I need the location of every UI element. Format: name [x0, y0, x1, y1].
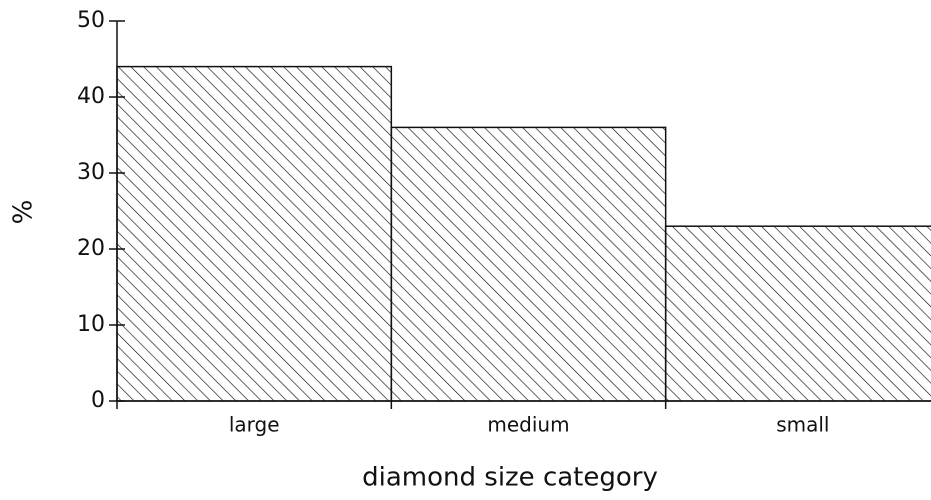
- y-tick-label: 20: [77, 236, 105, 261]
- bar: [664, 225, 931, 402]
- y-tick-label: 40: [77, 84, 105, 109]
- y-axis-title: %: [9, 200, 39, 225]
- y-tick-label: 10: [77, 312, 105, 337]
- x-tick-label: small: [776, 413, 829, 437]
- x-axis-title: diamond size category: [362, 463, 658, 493]
- x-tick-label: medium: [487, 413, 569, 437]
- y-tick-label: 50: [77, 8, 105, 33]
- bar: [390, 126, 667, 402]
- y-tick-label: 0: [91, 388, 105, 413]
- y-tick-label: 30: [77, 160, 105, 185]
- x-tick-label: large: [229, 413, 280, 437]
- bar: [116, 65, 393, 402]
